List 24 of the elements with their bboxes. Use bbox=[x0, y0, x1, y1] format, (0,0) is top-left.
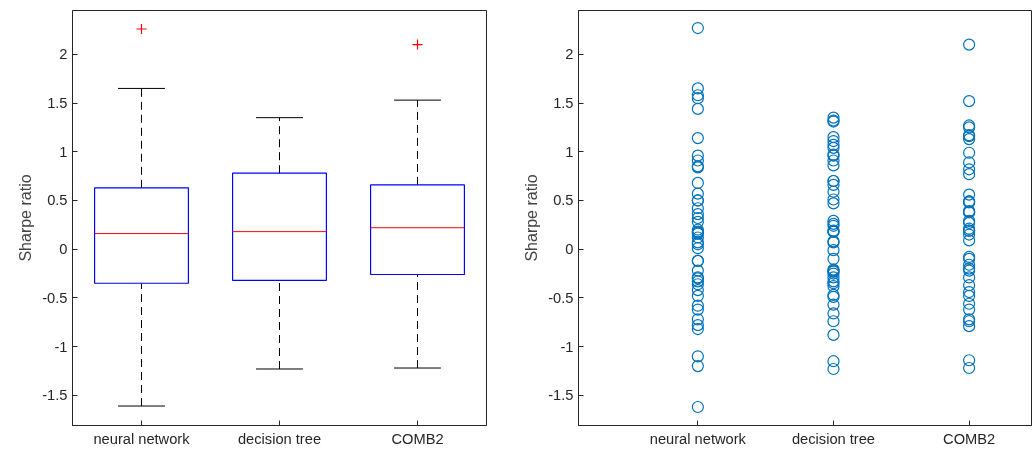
y-tick-label: 1.5 bbox=[47, 95, 68, 112]
y-axis-title: Sharpe ratio bbox=[17, 174, 35, 262]
x-tick-label: neural network bbox=[93, 430, 191, 447]
y-tick-label: 0.5 bbox=[553, 192, 574, 209]
y-tick-label: 1 bbox=[59, 143, 68, 160]
x-tick-label: neural network bbox=[649, 430, 747, 447]
y-tick-label: -0.5 bbox=[548, 289, 574, 306]
x-tick-label: decision tree bbox=[237, 430, 322, 447]
x-tick-label: COMB2 bbox=[391, 430, 444, 447]
y-tick-label: -1.5 bbox=[548, 387, 574, 404]
y-tick-label: -1.5 bbox=[42, 387, 68, 404]
y-tick-label: 1 bbox=[565, 143, 574, 160]
y-tick-label: 0 bbox=[59, 241, 68, 258]
y-tick-label: 1.5 bbox=[553, 95, 574, 112]
x-tick-label: COMB2 bbox=[943, 430, 996, 447]
y-tick-label: -0.5 bbox=[42, 289, 68, 306]
x-tick-label: decision tree bbox=[791, 430, 876, 447]
y-tick-label: -1 bbox=[560, 338, 574, 355]
y-tick-label: 0 bbox=[565, 241, 574, 258]
y-tick-label: 2 bbox=[59, 46, 68, 63]
y-tick-label: 2 bbox=[565, 46, 574, 63]
y-tick-label: -1 bbox=[54, 338, 68, 355]
y-tick-label: 0.5 bbox=[47, 192, 68, 209]
y-axis-title: Sharpe ratio bbox=[523, 174, 541, 262]
